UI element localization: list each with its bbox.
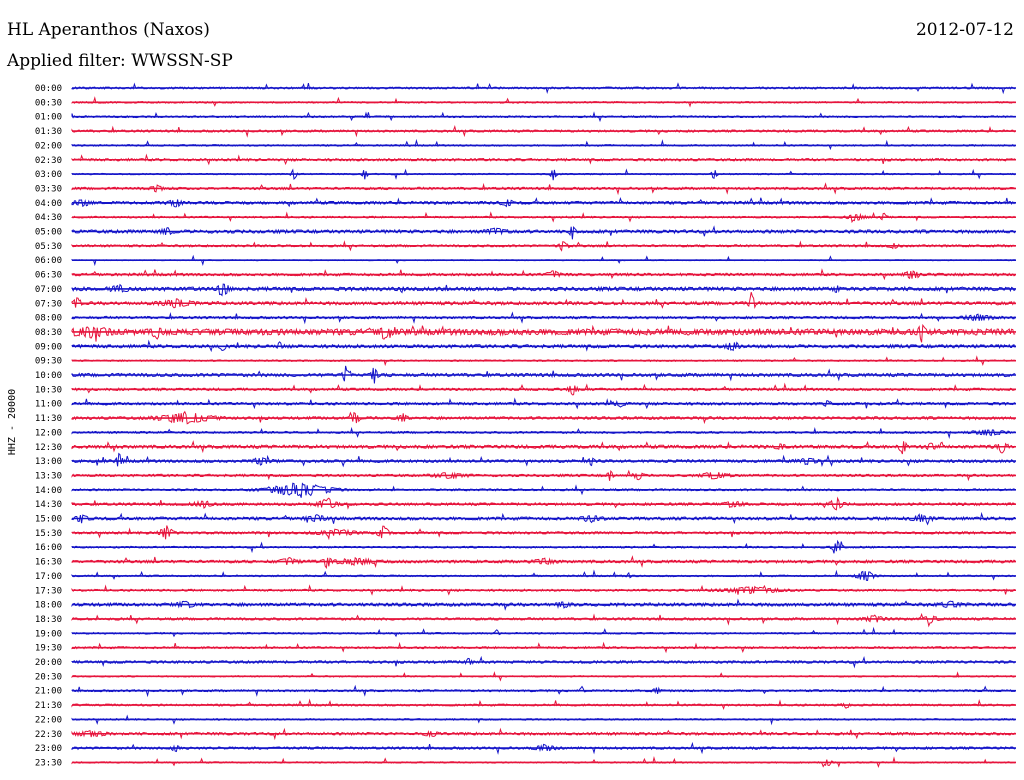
trace-time-label: 02:30 (35, 156, 62, 166)
seismic-trace (71, 452, 1016, 468)
trace-time-label: 15:00 (35, 515, 62, 525)
trace-time-label: 05:00 (35, 228, 62, 238)
trace-time-label: 23:00 (35, 744, 62, 754)
trace-time-label: 02:00 (35, 141, 62, 151)
trace-time-label: 01:30 (35, 127, 62, 137)
trace-time-label: 18:30 (35, 615, 62, 625)
trace-time-label: 11:00 (35, 400, 62, 410)
trace-time-label: 03:00 (35, 170, 62, 180)
record-date: 2012-07-12 (915, 20, 1014, 40)
trace-time-label: 21:00 (35, 687, 62, 697)
trace-time-label: 18:00 (35, 601, 62, 611)
seismic-trace (71, 292, 1016, 309)
trace-time-label: 17:30 (35, 586, 62, 596)
seismic-trace (71, 196, 1016, 208)
trace-time-label: 06:00 (35, 256, 62, 266)
seismic-trace (71, 626, 1016, 638)
trace-time-label: 04:00 (35, 199, 62, 209)
time-label-group: 00:00 00:30 01:00 01:30 02:00 02:30 03:00 03:30… (35, 84, 62, 768)
station-title: HL Aperanthos (Naxos) (7, 20, 210, 40)
seismic-trace (71, 323, 1016, 343)
trace-group (71, 82, 1016, 768)
trace-time-label: 21:30 (35, 701, 62, 711)
trace-time-label: 07:30 (35, 299, 62, 309)
trace-time-label: 07:00 (35, 285, 62, 295)
trace-time-label: 09:30 (35, 357, 62, 367)
seismic-trace (71, 440, 1016, 455)
trace-time-label: 22:30 (35, 730, 62, 740)
trace-time-label: 03:30 (35, 184, 62, 194)
trace-time-label: 20:30 (35, 672, 62, 682)
trace-time-label: 00:30 (35, 98, 62, 108)
trace-time-label: 13:30 (35, 471, 62, 481)
trace-time-label: 22:00 (35, 715, 62, 725)
trace-time-label: 23:30 (35, 758, 62, 768)
trace-time-label: 13:00 (35, 457, 62, 467)
trace-time-label: 09:00 (35, 342, 62, 352)
trace-time-label: 10:30 (35, 385, 62, 395)
trace-time-label: 12:30 (35, 443, 62, 453)
seismic-trace (71, 225, 1016, 240)
seismic-trace (71, 365, 1016, 384)
trace-time-label: 01:00 (35, 113, 62, 123)
trace-time-label: 15:30 (35, 529, 62, 539)
channel-scale-label: HHZ - 20000 (7, 389, 18, 455)
trace-time-label: 20:00 (35, 658, 62, 668)
seismic-trace (71, 283, 1016, 297)
trace-time-label: 08:30 (35, 328, 62, 338)
trace-time-label: 17:00 (35, 572, 62, 582)
seismic-trace (71, 612, 1016, 628)
trace-time-label: 10:00 (35, 371, 62, 381)
trace-time-label: 08:00 (35, 314, 62, 324)
seismic-trace (71, 168, 1016, 181)
trace-time-label: 11:30 (35, 414, 62, 424)
applied-filter-label: Applied filter: WWSSN-SP (7, 51, 233, 71)
trace-time-label: 05:30 (35, 242, 62, 252)
trace-time-label: 14:00 (35, 486, 62, 496)
trace-time-label: 14:30 (35, 500, 62, 510)
trace-time-label: 16:00 (35, 543, 62, 553)
trace-time-label: 00:00 (35, 84, 62, 94)
trace-time-label: 16:30 (35, 558, 62, 568)
trace-time-label: 06:30 (35, 271, 62, 281)
trace-time-label: 19:00 (35, 629, 62, 639)
trace-time-label: 12:00 (35, 428, 62, 438)
trace-time-label: 19:30 (35, 644, 62, 654)
trace-time-label: 04:30 (35, 213, 62, 223)
seismic-trace (71, 397, 1016, 410)
